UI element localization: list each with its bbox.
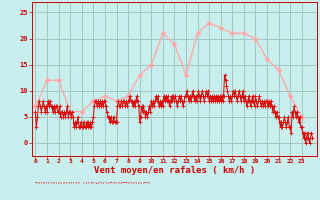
Text: →↗↑↗↑↑↑↗↑↗↑↗↑↗↑↑↑↗ ↑↗↑↗↑↘↗↑↑↑↗→↗↑↗↗←→↗↑↗↑↗↑↗→↗: →↗↑↗↑↑↑↗↑↗↑↗↑↗↑↑↑↗ ↑↗↑↗↑↘↗↑↑↑↗→↗↑↗↗←→↗↑↗… — [35, 181, 150, 185]
X-axis label: Vent moyen/en rafales ( km/h ): Vent moyen/en rafales ( km/h ) — [94, 166, 255, 175]
